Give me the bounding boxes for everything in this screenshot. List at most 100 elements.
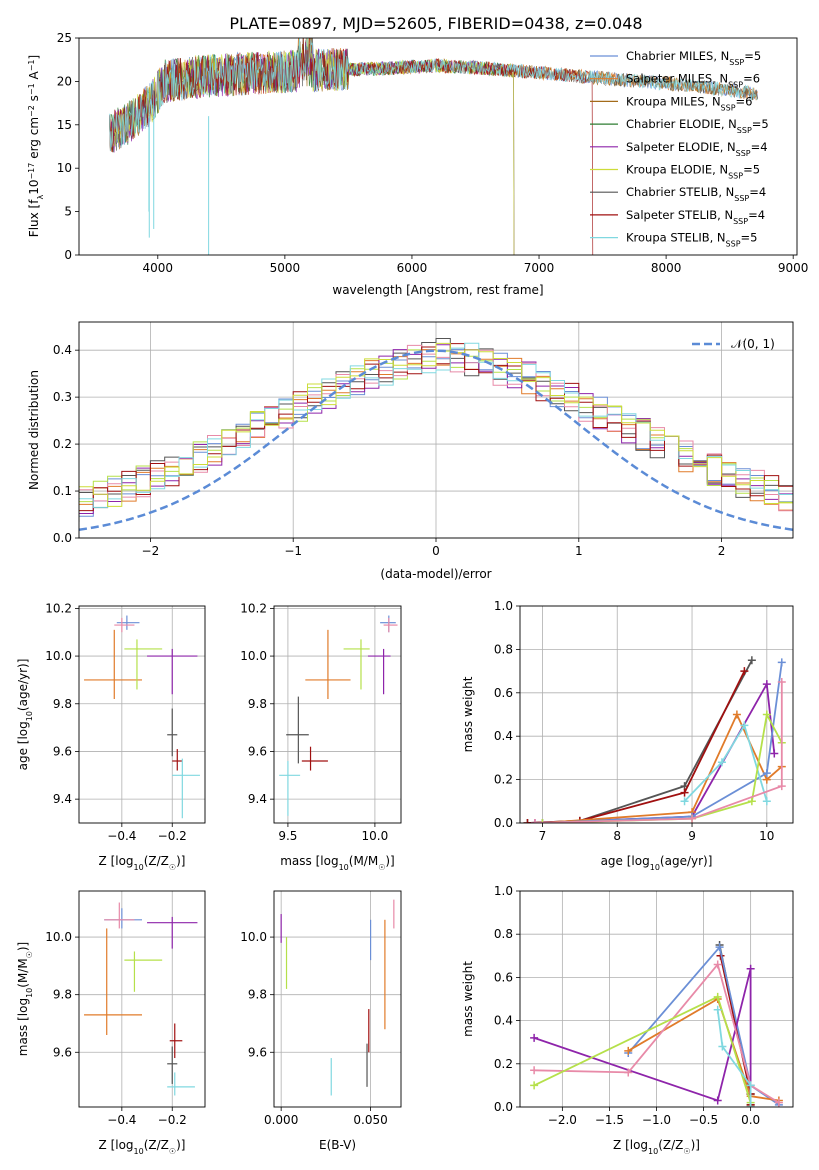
y-tick-label: 9.6 xyxy=(248,1045,267,1059)
mass-weight-marker xyxy=(762,769,771,778)
x-tick-label: −1.0 xyxy=(642,1113,671,1127)
x-tick-label: 0 xyxy=(432,544,440,558)
legend-entry: Salpeter STELIB, NSSP=4 xyxy=(626,208,765,226)
y-tick-label: 0.0 xyxy=(494,1100,513,1114)
y-axis-label: Normed distribution xyxy=(27,370,41,490)
mass-weight-marker xyxy=(713,960,722,969)
mass-weight-marker xyxy=(715,943,724,952)
spectrum-panel: 4000 5000 6000 7000 8000 9000 0 5 10 15 20 25 wavele… xyxy=(27,31,809,297)
normal-curve xyxy=(79,349,793,532)
x-tick-label: 1 xyxy=(575,544,583,558)
mass-weight-marker xyxy=(740,721,749,730)
axes-frame xyxy=(273,605,402,824)
mass_vs_Z-points xyxy=(84,902,198,1096)
error-bar-point xyxy=(147,916,198,949)
y-tick-label: 20 xyxy=(57,74,72,88)
y-tick-label: 10.0 xyxy=(45,649,72,663)
y-axis-label: Flux [fλ10−17 erg cm−2 s−1 A−1] xyxy=(27,55,45,237)
histogram-step xyxy=(79,342,793,520)
x-axis-label: (data-model)/error xyxy=(380,567,491,581)
x-tick-label: −1 xyxy=(284,544,302,558)
y-axis-label: mass weight xyxy=(461,676,475,752)
mass-weight-marker xyxy=(624,1068,633,1077)
mass-weight-marker xyxy=(732,710,741,719)
error-bar-point xyxy=(301,746,328,771)
y-tick-label: 0.4 xyxy=(53,343,72,357)
error-bar-point xyxy=(124,951,163,992)
x-tick-label: 9 xyxy=(688,829,696,843)
axes-frame xyxy=(519,890,794,1108)
mass-weight-marker xyxy=(713,1096,722,1105)
error-bar-point xyxy=(104,902,135,929)
y-tick-label: 1.0 xyxy=(494,599,513,613)
y-tick-label: 10 xyxy=(57,161,72,175)
x-axis-label: E(B-V) xyxy=(319,1138,356,1152)
mass-weight-marker xyxy=(538,819,547,823)
error-bar-point xyxy=(279,761,301,816)
mass-weight-marker xyxy=(746,1103,755,1107)
mass-weight-marker xyxy=(762,797,771,806)
x-axis-label: age [log10(age/yr)] xyxy=(601,854,713,872)
y-tick-label: 10.0 xyxy=(240,930,267,944)
mass-weight-marker xyxy=(777,677,786,686)
mass-weight-marker xyxy=(530,819,539,823)
y-axis-label: age [log10(age/yr)] xyxy=(16,659,34,771)
y-tick-label: 0.8 xyxy=(494,927,513,941)
error-bar-point xyxy=(116,615,140,630)
y-axis-label: mass weight xyxy=(461,961,475,1037)
error-bar-point xyxy=(172,758,200,819)
y-tick-label: 9.8 xyxy=(53,697,72,711)
y-tick-label: 0.8 xyxy=(494,642,513,656)
histogram-step xyxy=(79,342,793,508)
y-axis-label: mass [log10(M/M☉)] xyxy=(16,942,34,1057)
x-axis-label: wavelength [Angstrom, rest frame] xyxy=(332,283,543,297)
x-tick-label: −2 xyxy=(142,544,160,558)
y-tick-label: 1.0 xyxy=(494,884,513,898)
age_vs_mass-panel: 9.5 10.0 9.4 9.6 9.8 10.0 10.2 mass [log10(M/M☉… xyxy=(240,601,402,872)
mass-weight-marker xyxy=(713,992,722,1001)
y-tick-label: 0.6 xyxy=(494,686,513,700)
x-axis-label: mass [log10(M/M☉)] xyxy=(280,854,395,872)
y-tick-label: 9.8 xyxy=(53,988,72,1002)
x-tick-label: 7 xyxy=(539,829,547,843)
legend-entry: Kroupa MILES, NSSP=6 xyxy=(626,94,752,112)
y-tick-label: 9.8 xyxy=(248,697,267,711)
x-axis-label: Z [log10(Z/Z☉)] xyxy=(99,1138,186,1156)
error-bar-point xyxy=(367,648,391,695)
mass_weight_vs_age-panel: 7 8 9 10 0.0 0.2 0.4 0.6 0.8 1.0 age [log10(age/yr… xyxy=(461,599,794,872)
mass-weight-marker xyxy=(717,758,726,767)
mass-weight-marker xyxy=(774,1098,783,1107)
age_vs_Z-points xyxy=(84,615,200,819)
legend-entry: Chabrier STELIB, NSSP=4 xyxy=(626,185,766,203)
age_vs_mass-points xyxy=(279,615,398,816)
mass_weight_vs_age-lines xyxy=(523,656,786,823)
x-tick-label: 2 xyxy=(718,544,726,558)
x-axis-label: Z [log10(Z/Z☉)] xyxy=(613,1138,700,1156)
y-tick-label: 0.0 xyxy=(494,816,513,830)
mass-weight-line xyxy=(534,682,783,823)
mass_weight_vs_Z-panel: −2.0 −1.5 −1.0 −0.5 0.0 0.0 0.2 0.4 0.6 0.8 1.0 Z [… xyxy=(461,884,794,1156)
error-bar-point xyxy=(84,629,142,699)
x-tick-label: −0.4 xyxy=(107,1113,136,1127)
error-bar-point xyxy=(147,648,198,695)
mass-weight-line xyxy=(716,1009,752,1107)
y-tick-label: 10.0 xyxy=(240,649,267,663)
mass-weight-marker xyxy=(777,658,786,667)
y-tick-label: 10.2 xyxy=(45,601,72,615)
error-bar-point xyxy=(383,617,398,633)
mass-weight-marker xyxy=(747,797,756,806)
legend-entry: Salpeter MILES, NSSP=6 xyxy=(626,72,760,90)
mass-weight-marker xyxy=(762,710,771,719)
x-tick-label: 0.050 xyxy=(353,1113,387,1127)
mass-weight-marker xyxy=(713,1005,722,1014)
legend-entry: 𝒩(0, 1) xyxy=(731,337,775,351)
y-tick-label: 0.1 xyxy=(53,484,72,498)
y-tick-label: 0.4 xyxy=(494,1014,513,1028)
x-tick-label: 10 xyxy=(759,829,774,843)
y-tick-label: 0.0 xyxy=(53,531,72,545)
y-tick-label: 10.0 xyxy=(45,930,72,944)
histogram-panel: −2 −1 0 1 2 0.0 0.1 0.2 0.3 0.4 𝒩(0, 1) (data-model… xyxy=(27,321,794,581)
axes-frame xyxy=(78,890,206,1108)
mass-weight-marker xyxy=(624,1046,633,1055)
